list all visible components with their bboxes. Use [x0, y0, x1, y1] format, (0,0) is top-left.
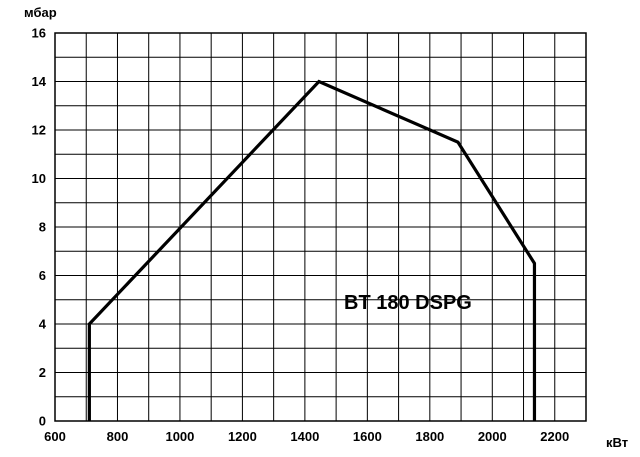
y-tick-label: 4: [39, 317, 47, 332]
y-tick-label: 8: [39, 220, 46, 235]
x-tick-label: 1400: [290, 429, 319, 444]
x-tick-label: 2000: [478, 429, 507, 444]
y-tick-label: 16: [32, 26, 46, 41]
grid: [54, 32, 587, 422]
series-layer: [87, 79, 537, 421]
y-tick-label: 14: [32, 74, 47, 89]
chart-annotation: BT 180 DSPG: [344, 292, 472, 314]
x-tick-label: 1600: [353, 429, 382, 444]
x-tick-label: 2200: [540, 429, 569, 444]
y-tick-label: 12: [32, 123, 46, 138]
x-tick-label: 1200: [228, 429, 257, 444]
x-tick-label: 800: [107, 429, 129, 444]
x-tick-label: 1000: [165, 429, 194, 444]
x-tick-label: 1800: [415, 429, 444, 444]
y-tick-label: 6: [39, 268, 46, 283]
plot-frame: [54, 32, 587, 422]
y-tick-label: 10: [32, 171, 46, 186]
y-tick-label: 2: [39, 365, 46, 380]
y-axis-unit: мбар: [24, 5, 57, 20]
x-axis-unit: кВт: [606, 435, 628, 450]
series-line: [87, 79, 537, 421]
x-tick-label: 600: [44, 429, 66, 444]
x-tick-labels: 600 800 1000 1200 1400 1600 1800 2000 2200: [44, 429, 569, 444]
y-tick-labels: 0 2 4 6 8 10 12 14 16: [32, 26, 47, 429]
y-tick-label: 0: [39, 414, 46, 429]
